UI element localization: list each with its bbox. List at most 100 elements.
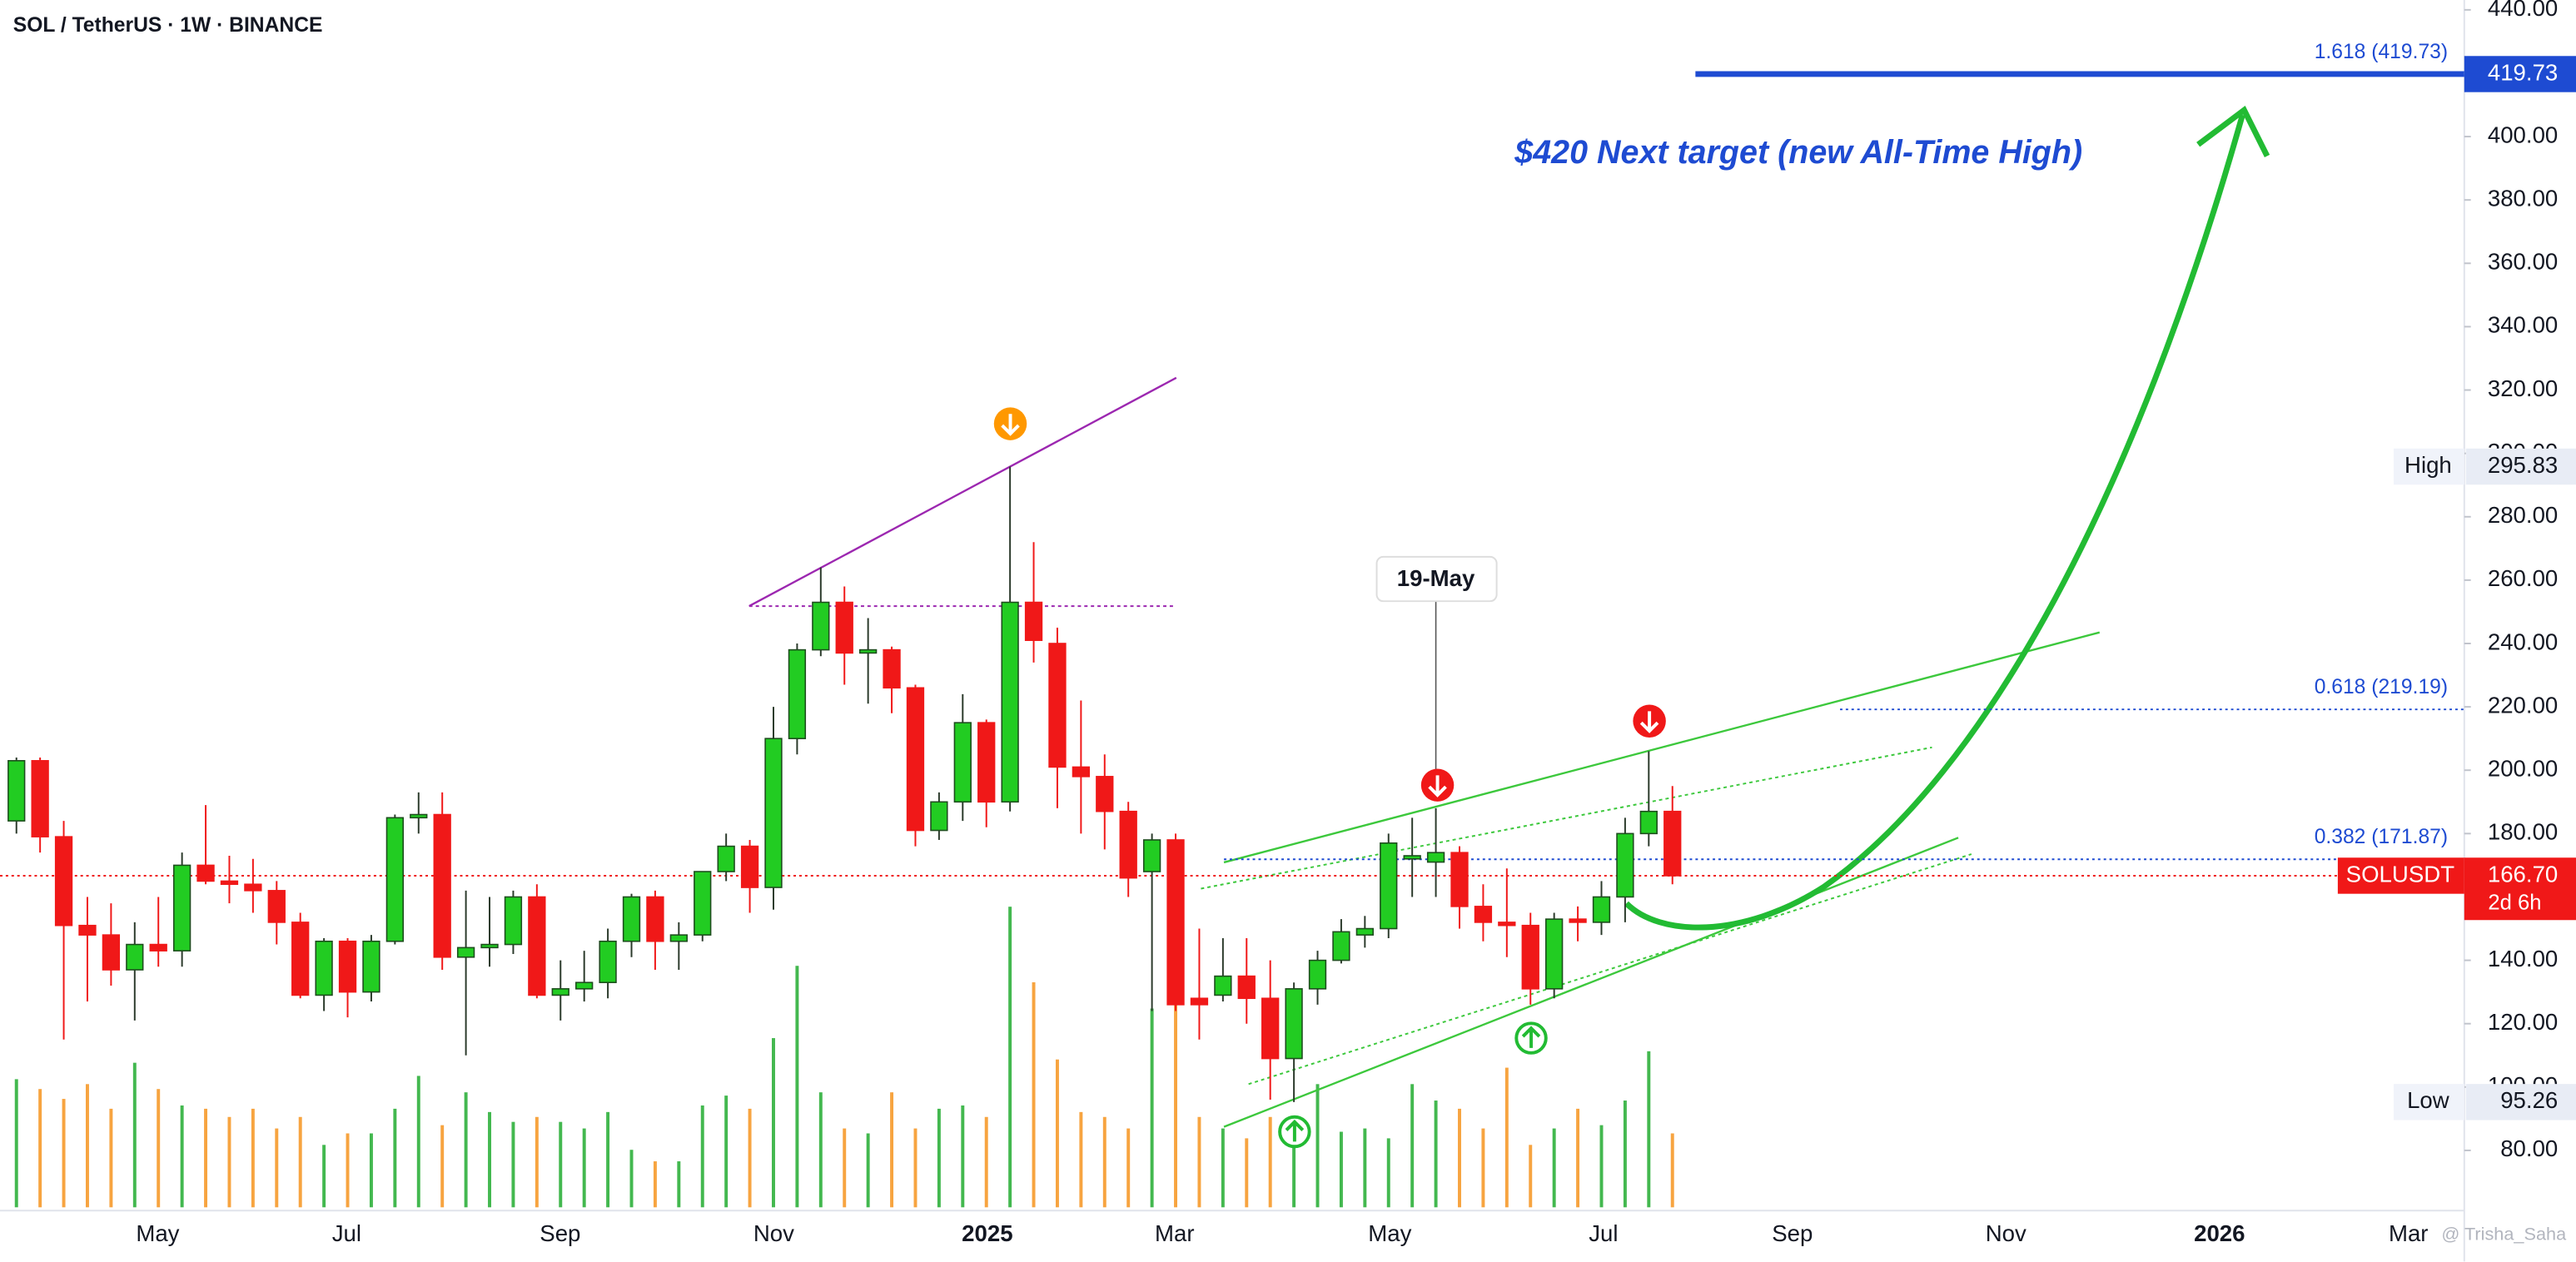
volume-bar	[369, 1133, 373, 1208]
signal-arrow	[1001, 414, 1020, 436]
x-tick-label: Mar	[2389, 1220, 2429, 1246]
volume-bar	[866, 1133, 870, 1208]
y-tick-label: 320.00	[2488, 375, 2558, 401]
candle-body	[1521, 924, 1539, 990]
x-tick-label: 2026	[2194, 1220, 2245, 1246]
volume-bar	[1599, 1125, 1604, 1208]
x-tick-label: May	[136, 1220, 179, 1246]
candle-body	[883, 648, 901, 689]
candle-body	[575, 981, 594, 990]
volume-bar	[180, 1105, 184, 1208]
candle-body	[456, 946, 475, 958]
volume-bar	[14, 1079, 18, 1208]
signal-arrow	[1521, 1026, 1541, 1048]
volume-bar	[298, 1116, 302, 1208]
volume-bar	[1647, 1051, 1651, 1208]
candle-body	[1355, 927, 1375, 936]
volume-bar	[1197, 1116, 1201, 1208]
volume-bar	[535, 1116, 539, 1208]
volume-bar	[818, 1092, 823, 1208]
volume-bar	[724, 1096, 729, 1208]
candle-body	[1048, 643, 1067, 768]
candle-body	[812, 601, 830, 651]
candle-body	[669, 934, 688, 942]
volume-bar	[157, 1089, 161, 1208]
candle-body	[1285, 988, 1303, 1060]
x-tick-label: Sep	[540, 1220, 580, 1246]
candle-body	[1001, 601, 1019, 803]
price-badge	[2464, 56, 2576, 92]
candle-body	[196, 864, 215, 882]
volume-bar	[1150, 1008, 1154, 1208]
volume-bar	[606, 1111, 610, 1208]
candle-body	[694, 871, 712, 936]
x-tick-label: Jul	[1589, 1220, 1618, 1246]
hl-tag-label: High	[2404, 452, 2452, 478]
signal-arrow	[1428, 775, 1447, 797]
volume-bar	[416, 1076, 420, 1208]
candle-body	[1332, 931, 1350, 961]
volume-bar	[346, 1133, 350, 1208]
volume-bar	[1386, 1138, 1390, 1208]
marker-label: 19-May	[1397, 565, 1475, 591]
candle-body	[1403, 855, 1421, 860]
candle-body	[1072, 766, 1091, 778]
volume-bar	[1055, 1059, 1059, 1208]
volume-bar	[251, 1108, 255, 1208]
signal-arrow	[1285, 1119, 1305, 1142]
volume-bar	[1552, 1128, 1556, 1208]
volume-bar	[488, 1111, 491, 1208]
y-tick-label: 120.00	[2488, 1009, 2558, 1035]
signal-arrow	[1639, 711, 1659, 733]
x-tick-label: May	[1368, 1220, 1411, 1246]
volume-layer	[14, 907, 1674, 1208]
volume-bar	[38, 1089, 42, 1208]
candle-body	[599, 940, 617, 984]
symbol-label: SOLUSDT	[2346, 861, 2455, 887]
volume-bar	[62, 1099, 66, 1208]
y-tick-label: 80.00	[2500, 1135, 2558, 1161]
volume-bar	[1032, 981, 1036, 1208]
candle-body	[646, 896, 664, 942]
channel-mid	[1201, 746, 1932, 890]
candle-body	[1616, 832, 1634, 898]
price-badge-label: 166.70	[2488, 861, 2558, 887]
candle-body	[717, 845, 735, 872]
candle-body	[433, 813, 451, 958]
y-tick-label: 340.00	[2488, 312, 2558, 338]
x-tick-label: Nov	[753, 1220, 794, 1246]
volume-bar	[1410, 1084, 1415, 1208]
volume-bar	[1504, 1067, 1509, 1208]
x-tick-label: Mar	[1155, 1220, 1195, 1246]
candle-body	[1190, 997, 1209, 1006]
volume-bar	[984, 1116, 988, 1208]
volume-bar	[1221, 1128, 1225, 1208]
candle-body	[78, 924, 97, 936]
candle-body	[528, 896, 546, 996]
y-tick-label: 140.00	[2488, 946, 2558, 971]
y-tick-label: 360.00	[2488, 249, 2558, 275]
candle-body	[551, 988, 569, 996]
volume-bar	[1245, 1138, 1249, 1208]
candle-body	[126, 943, 144, 971]
candle-body	[7, 760, 26, 822]
volume-bar	[132, 1062, 137, 1208]
x-tick-label: Nov	[1986, 1220, 2026, 1246]
candle-body	[1380, 842, 1398, 930]
candle-body	[1166, 839, 1185, 1006]
volume-bar	[1174, 998, 1178, 1208]
volume-bar	[511, 1121, 515, 1208]
candle-body	[906, 687, 925, 832]
symbol-badge	[2337, 857, 2464, 894]
volume-bar	[322, 1145, 326, 1208]
fib-label: 1.618 (419.73)	[2315, 41, 2448, 63]
candle-body	[149, 943, 167, 951]
annotation: $420 Next target (new All-Time High)	[1514, 134, 2082, 171]
y-tick-label: 380.00	[2488, 185, 2558, 211]
candle-body	[1237, 975, 1256, 1000]
candle-body	[740, 845, 759, 888]
volume-bar	[961, 1105, 965, 1208]
candle-body	[244, 883, 262, 892]
volume-bar	[559, 1121, 563, 1208]
